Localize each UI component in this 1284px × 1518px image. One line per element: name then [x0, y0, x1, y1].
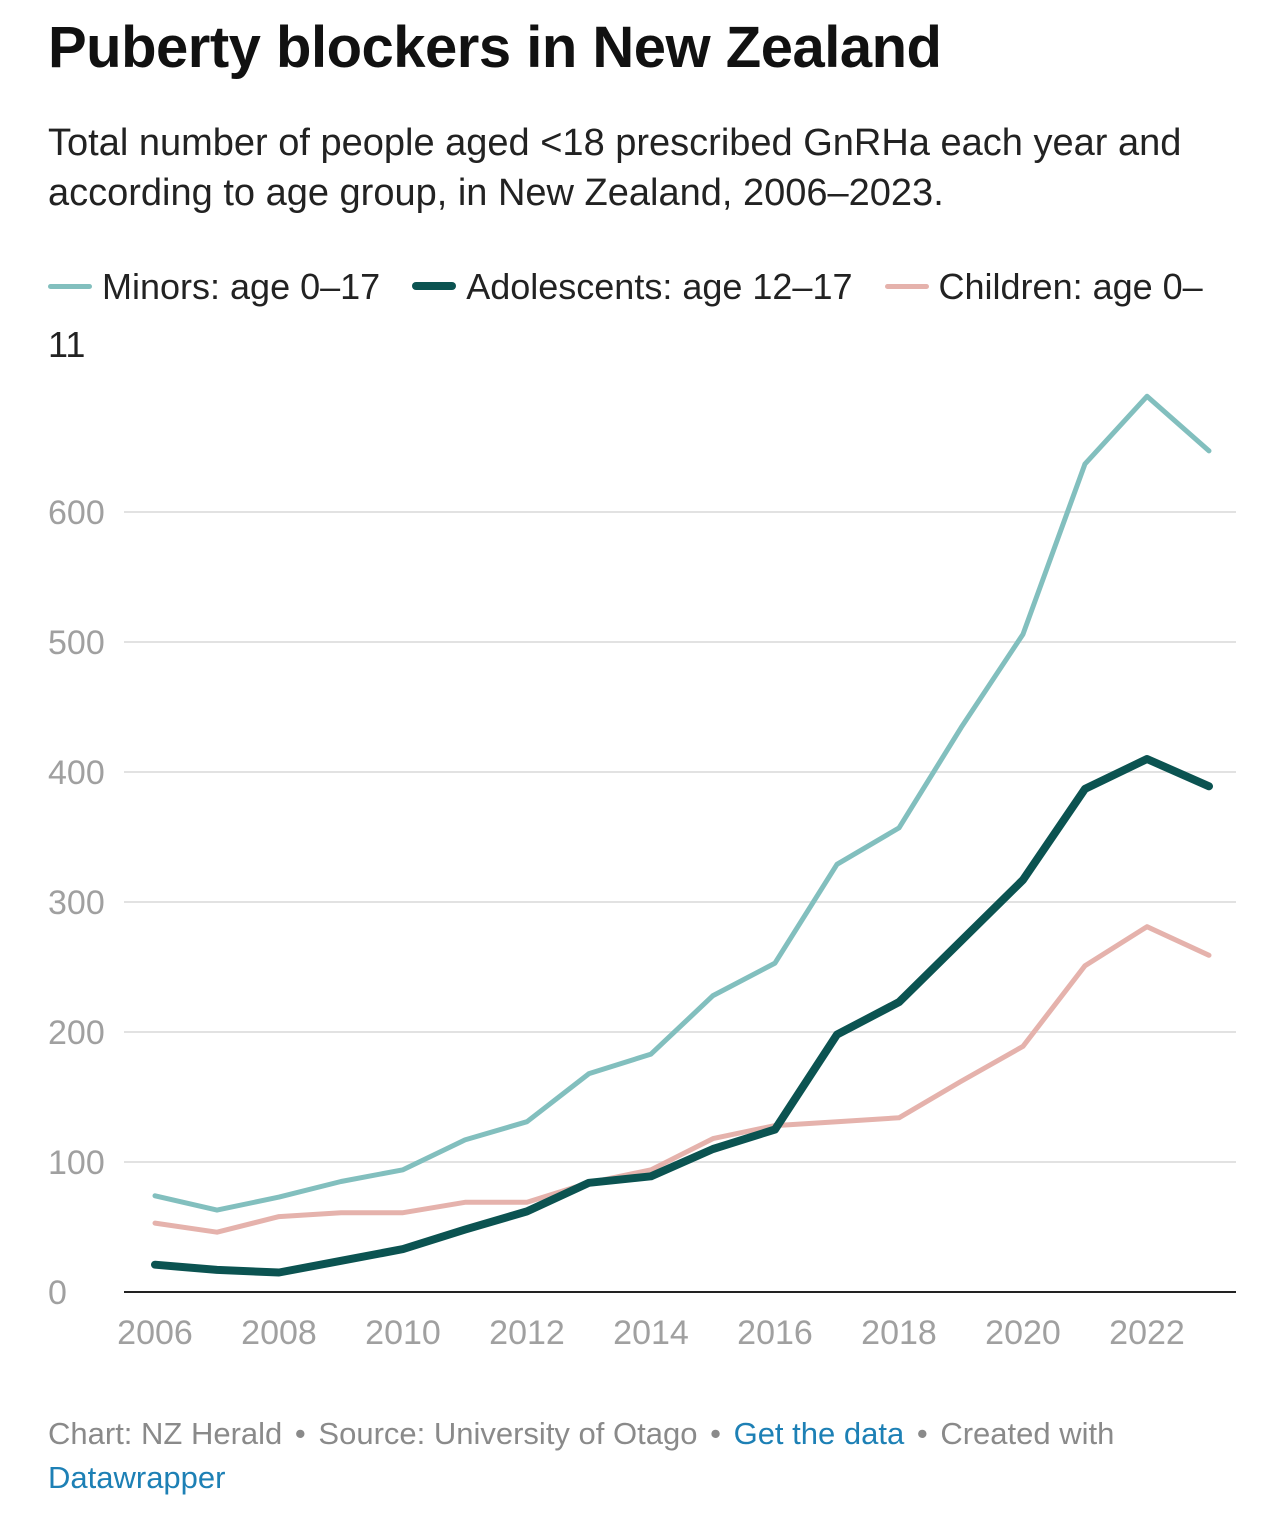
y-tick-label-0: 0 [48, 1274, 67, 1312]
footer-separator: • [294, 1416, 306, 1451]
x-tick-label-2010: 2010 [365, 1314, 441, 1352]
x-tick-label-2012: 2012 [489, 1314, 565, 1352]
y-tick-label-400: 400 [48, 754, 105, 792]
footer-separator: • [916, 1416, 928, 1451]
x-axis-tick-labels: 2006 2008 2010 2012 2014 2016 2018 2020 2022 [117, 1314, 1185, 1352]
footer-created-with: Created with [940, 1416, 1115, 1451]
series-line-children [152, 924, 1212, 1235]
get-the-data-link[interactable]: Get the data [733, 1416, 905, 1451]
x-tick-label-2020: 2020 [985, 1314, 1061, 1352]
x-tick-label-2006: 2006 [117, 1314, 193, 1352]
legend-label-minors: Minors: age 0–17 [102, 266, 381, 307]
series-line-minors [152, 393, 1212, 1213]
y-tick-label-300: 300 [48, 884, 105, 922]
legend-swatch-minors [48, 283, 92, 289]
legend-item-adolescents: Adolescents: age 12–17 [412, 266, 862, 307]
legend: Minors: age 0–17 Adolescents: age 12–17 … [48, 258, 1238, 374]
x-tick-label-2016: 2016 [737, 1314, 813, 1352]
series-line-adolescents [151, 755, 1213, 1277]
x-tick-label-2018: 2018 [861, 1314, 937, 1352]
x-tick-label-2008: 2008 [241, 1314, 317, 1352]
y-tick-label-200: 200 [48, 1014, 105, 1052]
y-tick-label-100: 100 [48, 1144, 105, 1182]
legend-label-children: Children: age 0–11 [48, 266, 1203, 365]
chart-subtitle: Total number of people aged <18 prescrib… [48, 122, 1182, 214]
chart-footer: Chart: NZ Herald • Source: University of… [48, 1412, 1238, 1500]
series-lines [151, 393, 1213, 1277]
x-tick-label-2014: 2014 [613, 1314, 689, 1352]
y-axis-tick-labels: 0 100 200 300 400 500 600 [48, 494, 105, 1312]
y-tick-label-600: 600 [48, 494, 105, 532]
footer-source: Source: University of Otago [318, 1416, 698, 1451]
legend-item-minors: Minors: age 0–17 [48, 266, 390, 307]
footer-separator: • [710, 1416, 721, 1451]
line-chart-plot: 0 100 200 300 400 500 600 2006 2008 2010 2012 2014… [48, 393, 1236, 1352]
chart-title: Puberty blockers in New Zealand [48, 15, 942, 80]
x-tick-label-2022: 2022 [1109, 1314, 1185, 1352]
legend-item-children: Children: age 0–11 [48, 266, 1203, 365]
gridlines [124, 511, 1236, 1163]
footer-chart-credit: Chart: NZ Herald [48, 1416, 283, 1451]
datawrapper-link[interactable]: Datawrapper [48, 1460, 226, 1495]
y-tick-label-500: 500 [48, 624, 105, 662]
legend-swatch-adolescents [412, 282, 457, 291]
legend-label-adolescents: Adolescents: age 12–17 [466, 266, 853, 307]
legend-swatch-children [884, 283, 929, 289]
